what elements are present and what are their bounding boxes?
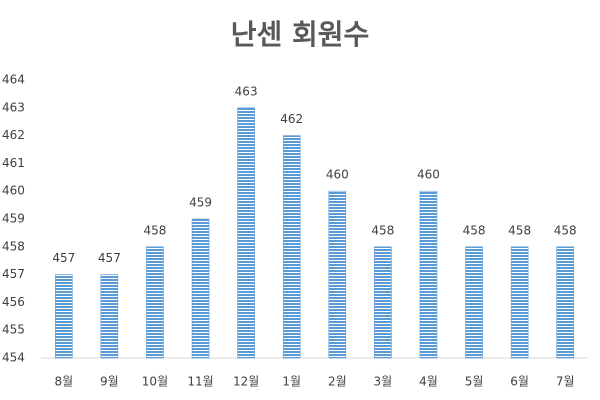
data-label: 459: [189, 196, 212, 210]
y-tick-label: 463: [2, 100, 25, 114]
data-label: 458: [463, 223, 486, 237]
x-tick-label: 9월: [100, 375, 119, 389]
data-label: 457: [98, 251, 121, 265]
bar: [556, 246, 575, 359]
x-tick-label: 4월: [419, 375, 438, 389]
bar: [100, 274, 119, 359]
bar: [282, 135, 301, 359]
bar: [328, 190, 347, 359]
bar: [419, 190, 438, 359]
chart-title: 난센 회원수: [231, 18, 370, 51]
x-tick-label: 12월: [233, 375, 259, 389]
data-label: 458: [144, 223, 167, 237]
x-tick-label: 7월: [556, 375, 575, 389]
x-tick-label: 1월: [282, 375, 301, 389]
bar: [465, 246, 483, 359]
bar: [374, 246, 392, 359]
x-tick-label: 5월: [465, 375, 484, 389]
data-label: 458: [508, 223, 531, 237]
y-tick-label: 455: [2, 323, 25, 337]
data-label: 460: [326, 168, 349, 182]
y-tick-label: 461: [2, 156, 25, 170]
y-tick-label: 454: [2, 351, 25, 365]
bar: [54, 274, 73, 359]
data-label: 460: [417, 168, 440, 182]
data-label: 458: [371, 223, 394, 237]
y-tick-label: 462: [2, 128, 25, 142]
data-label: 458: [554, 223, 577, 237]
y-tick-label: 457: [2, 267, 25, 281]
x-tick-label: 10월: [142, 375, 168, 389]
x-tick-label: 8월: [54, 375, 73, 389]
data-label: 462: [280, 112, 303, 126]
data-label: 457: [52, 251, 75, 265]
x-tick-label: 2월: [328, 375, 347, 389]
data-label: 463: [235, 84, 258, 98]
bar: [146, 246, 164, 359]
y-tick-label: 456: [2, 295, 25, 309]
bar: [237, 107, 255, 359]
x-tick-label: 11월: [187, 375, 213, 389]
y-tick-label: 460: [2, 184, 25, 198]
bar: [510, 246, 529, 359]
x-tick-label: 6월: [510, 375, 529, 389]
y-tick-label: 464: [2, 73, 25, 87]
y-tick-label: 459: [2, 212, 25, 226]
x-tick-label: 3월: [374, 375, 393, 389]
bar: [191, 218, 210, 359]
y-tick-label: 458: [2, 239, 25, 253]
